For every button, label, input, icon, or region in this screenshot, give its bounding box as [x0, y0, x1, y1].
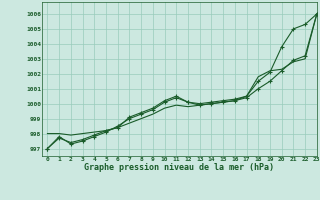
X-axis label: Graphe pression niveau de la mer (hPa): Graphe pression niveau de la mer (hPa) — [84, 163, 274, 172]
